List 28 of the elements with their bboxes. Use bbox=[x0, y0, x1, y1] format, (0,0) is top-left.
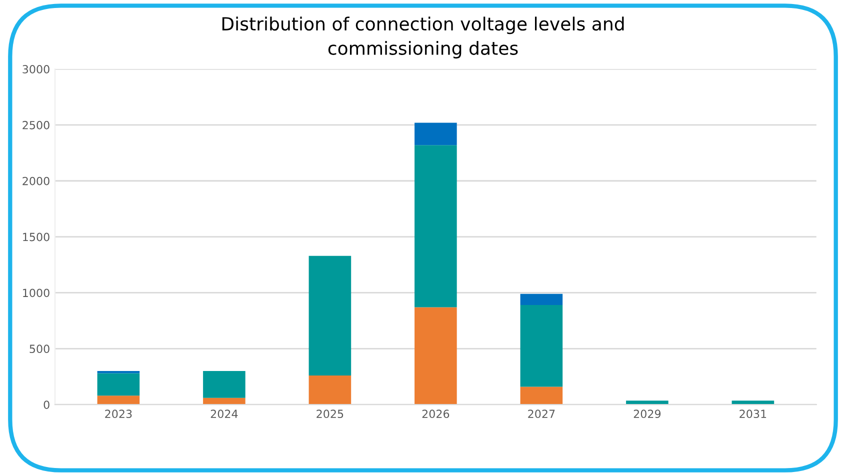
bar bbox=[414, 122, 457, 146]
y-tick-label: 1500 bbox=[23, 232, 50, 242]
bar bbox=[626, 400, 668, 405]
y-tick-label: 2000 bbox=[22, 176, 50, 186]
bar bbox=[308, 376, 352, 405]
y-tick-label: 500 bbox=[30, 344, 50, 354]
bar bbox=[97, 373, 140, 396]
bar bbox=[520, 386, 563, 405]
bar bbox=[520, 305, 563, 387]
bar bbox=[203, 371, 246, 398]
x-tick-label: 2031 bbox=[740, 410, 766, 418]
y-tick-label: 3000 bbox=[22, 64, 50, 74]
bar bbox=[97, 396, 140, 405]
x-tick-label: 2029 bbox=[634, 410, 661, 418]
bar bbox=[520, 294, 563, 306]
x-tick-label: 2027 bbox=[528, 410, 555, 418]
y-tick-label: 2500 bbox=[22, 120, 50, 130]
bar bbox=[203, 398, 246, 405]
bar bbox=[414, 145, 457, 308]
chart-title: Distribution of connection voltage levels and commissioning dates bbox=[222, 16, 624, 58]
y-tick-label: 1000 bbox=[23, 288, 50, 298]
y-tick-label: 0 bbox=[44, 400, 50, 409]
x-tick-label: 2025 bbox=[316, 410, 344, 418]
x-tick-label: 2024 bbox=[210, 410, 238, 418]
x-tick-label: 2023 bbox=[105, 410, 132, 418]
x-tick-label: 2026 bbox=[422, 410, 450, 418]
bar bbox=[414, 307, 457, 405]
bar bbox=[308, 256, 352, 376]
